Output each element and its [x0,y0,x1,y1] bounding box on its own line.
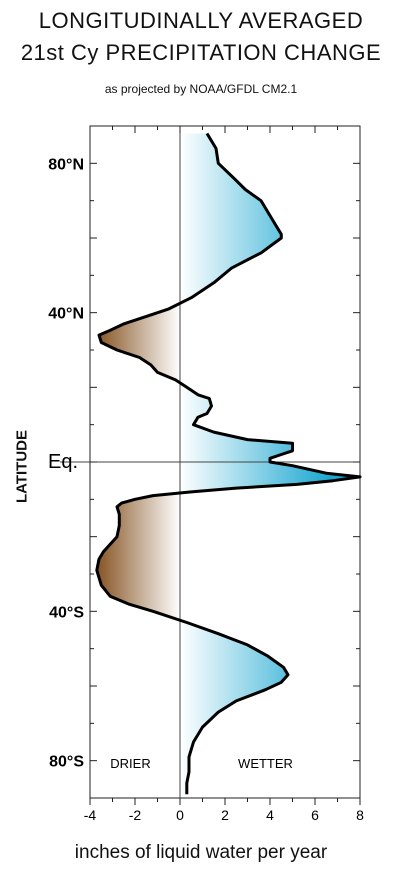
x-axis-label: inches of liquid water per year [74,842,328,863]
y-tick-label: 80°N [48,156,84,173]
x-tick-label: -2 [129,807,142,823]
y-tick-label: 40°S [49,604,84,621]
y-tick-label: 80°S [49,754,84,771]
x-tick-label: 6 [311,807,319,823]
precip-change-curve [95,132,362,795]
x-tick-label: -4 [84,807,97,823]
x-tick-label: 8 [356,807,364,823]
chart-subtitle: as projected by NOAA/GFDL CM2.1 [104,82,298,96]
y-tick-label: 40°N [48,306,84,323]
wetter-annotation: WETTER [238,756,293,771]
y-tick-label: Eq. [48,451,78,473]
wetter-area [180,133,360,795]
y-axis-label: LATITUDE [13,429,31,504]
x-tick-label: 4 [266,807,274,823]
chart-title-line2: 21st Cy PRECIPITATION CHANGE [20,40,382,65]
drier-annotation: DRIER [110,756,150,771]
x-tick-label: 0 [176,807,184,823]
chart-title-line1: LONGITUDINALLY AVERAGED [38,8,364,33]
x-tick-label: 2 [221,807,229,823]
